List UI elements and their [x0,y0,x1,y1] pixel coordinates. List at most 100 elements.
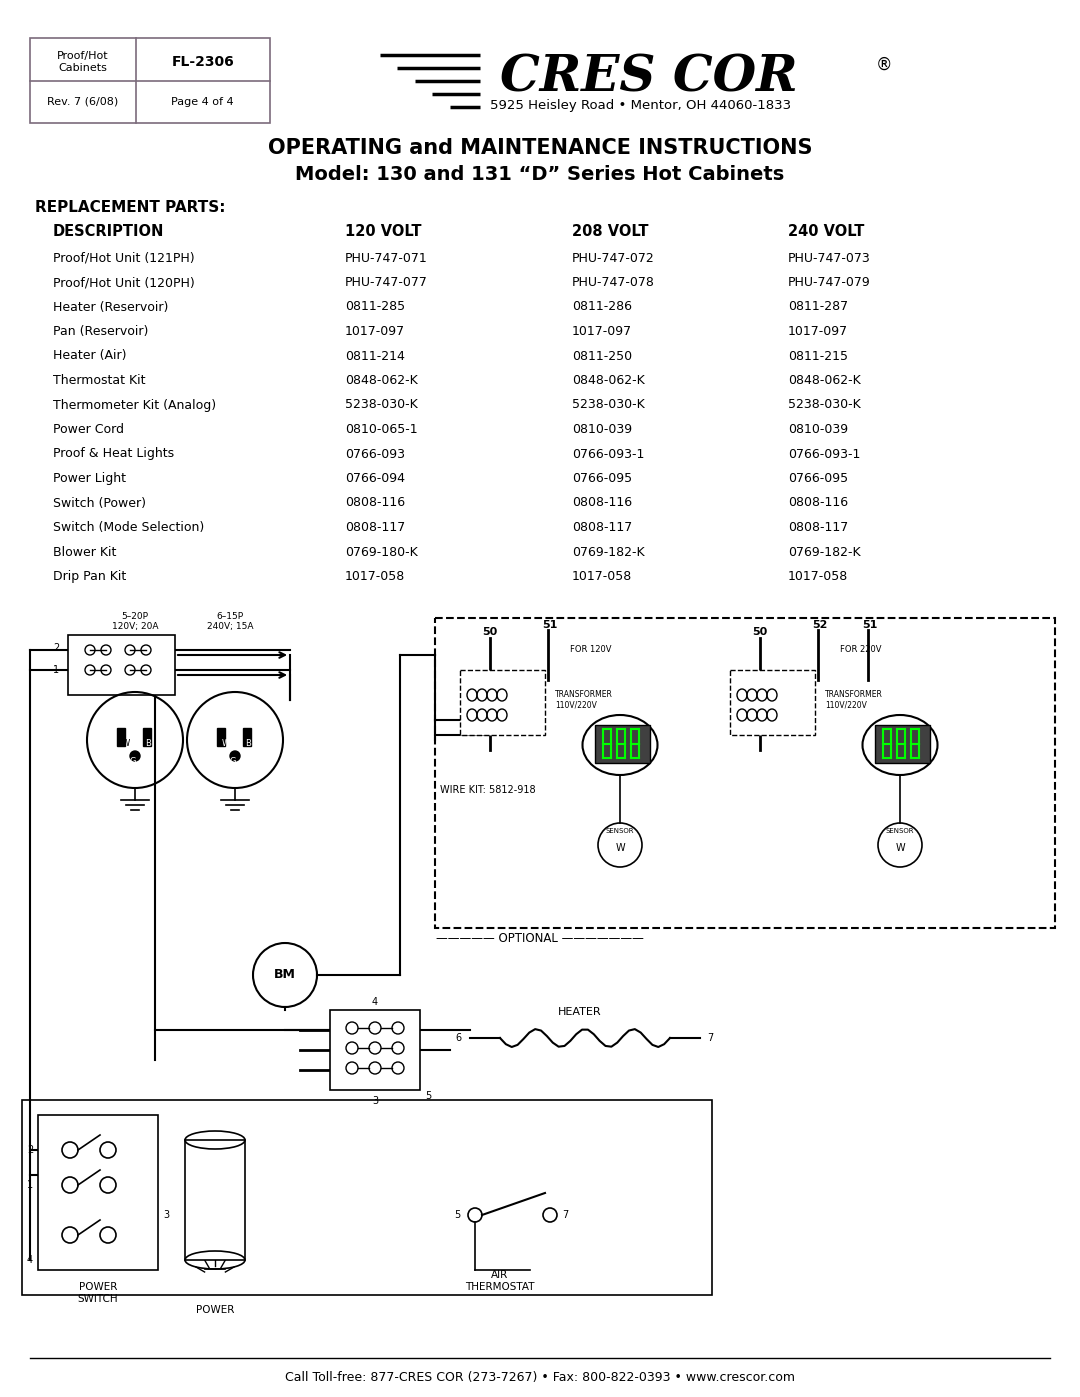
Bar [68,636,175,694]
Text: W: W [221,739,230,749]
Circle shape [141,645,151,655]
Text: G: G [230,757,237,767]
Text: BM: BM [274,968,296,982]
Text: 5–20P
120V; 20A: 5–20P 120V; 20A [111,612,159,631]
Text: 0766-093: 0766-093 [345,447,405,461]
Text: PHU-747-077: PHU-747-077 [345,277,428,289]
Text: 6–15P
240V; 15A: 6–15P 240V; 15A [206,612,253,631]
Circle shape [102,645,111,655]
Text: 0766-093-1: 0766-093-1 [572,447,645,461]
Bar [730,671,815,735]
Text: 1017-058: 1017-058 [788,570,848,583]
Text: Proof/Hot
Cabinets: Proof/Hot Cabinets [57,50,109,73]
Text: 4: 4 [372,997,378,1007]
Bar [38,1115,158,1270]
Text: 50: 50 [483,627,498,637]
Text: POWER: POWER [195,1305,234,1315]
Text: 3: 3 [372,1097,378,1106]
Text: 2: 2 [27,1146,33,1155]
Text: WIRE KIT: 5812-918: WIRE KIT: 5812-918 [440,785,536,795]
Text: 2: 2 [53,643,59,652]
Text: 0848-062-K: 0848-062-K [788,374,861,387]
Text: 0811-286: 0811-286 [572,300,632,313]
Text: 0769-180-K: 0769-180-K [345,545,418,559]
Text: Pan (Reservoir): Pan (Reservoir) [53,326,148,338]
Text: W: W [122,739,130,749]
Text: 0769-182-K: 0769-182-K [788,545,861,559]
Text: 0811-287: 0811-287 [788,300,848,313]
Bar [330,1010,420,1090]
Text: OPERATING and MAINTENANCE INSTRUCTIONS: OPERATING and MAINTENANCE INSTRUCTIONS [268,138,812,158]
Text: PHU-747-071: PHU-747-071 [345,251,428,264]
Text: 0766-095: 0766-095 [572,472,632,485]
Text: 7: 7 [562,1210,568,1220]
Bar [117,728,125,746]
Text: 1: 1 [27,1180,33,1190]
Text: Proof/Hot Unit (120PH): Proof/Hot Unit (120PH) [53,277,194,289]
Text: 5: 5 [424,1091,431,1101]
Text: 3: 3 [163,1210,170,1220]
Text: 0811-285: 0811-285 [345,300,405,313]
Text: 0808-116: 0808-116 [345,496,405,510]
Text: 5238-030-K: 5238-030-K [572,398,645,412]
Text: Model: 130 and 131 “D” Series Hot Cabinets: Model: 130 and 131 “D” Series Hot Cabine… [295,165,785,184]
Text: Proof/Hot Unit (121PH): Proof/Hot Unit (121PH) [53,251,194,264]
Text: 0769-182-K: 0769-182-K [572,545,645,559]
Text: PHU-747-079: PHU-747-079 [788,277,870,289]
Text: 1017-097: 1017-097 [572,326,632,338]
Text: DESCRIPTION: DESCRIPTION [53,225,164,239]
Text: HEATER: HEATER [558,1007,602,1017]
Text: FOR 120V: FOR 120V [570,645,611,655]
Circle shape [125,665,135,675]
Text: 0766-095: 0766-095 [788,472,848,485]
Text: FOR 220V: FOR 220V [840,645,881,655]
Text: Heater (Reservoir): Heater (Reservoir) [53,300,168,313]
Text: ®: ® [876,56,892,74]
Text: Page 4 of 4: Page 4 of 4 [172,96,234,106]
Text: 50: 50 [753,627,768,637]
Text: PHU-747-078: PHU-747-078 [572,277,654,289]
Text: Blower Kit: Blower Kit [53,545,117,559]
Text: 0848-062-K: 0848-062-K [345,374,418,387]
Text: Switch (Power): Switch (Power) [53,496,146,510]
Circle shape [102,665,111,675]
Text: 5238-030-K: 5238-030-K [788,398,861,412]
Text: 7: 7 [707,1032,713,1044]
Text: 0811-215: 0811-215 [788,349,848,362]
Text: B: B [245,739,251,749]
Text: 51: 51 [862,620,878,630]
Text: 0808-117: 0808-117 [572,521,632,534]
Text: 0810-065-1: 0810-065-1 [345,423,418,436]
Text: Heater (Air): Heater (Air) [53,349,126,362]
Text: W: W [895,842,905,854]
Text: Switch (Mode Selection): Switch (Mode Selection) [53,521,204,534]
Bar [460,671,545,735]
Circle shape [141,665,151,675]
Text: 0808-116: 0808-116 [788,496,848,510]
Bar [185,1140,245,1260]
Bar [595,725,650,763]
Text: 0808-116: 0808-116 [572,496,632,510]
Text: 0848-062-K: 0848-062-K [572,374,645,387]
Circle shape [230,752,240,761]
Text: PHU-747-072: PHU-747-072 [572,251,654,264]
Bar [30,38,270,123]
Text: SENSOR: SENSOR [606,828,634,834]
Text: 1017-058: 1017-058 [572,570,632,583]
Bar [217,728,225,746]
Bar [435,617,1055,928]
Text: 0810-039: 0810-039 [788,423,848,436]
Text: Thermostat Kit: Thermostat Kit [53,374,146,387]
Bar [22,1099,712,1295]
Text: 120 VOLT: 120 VOLT [345,225,421,239]
Text: 1017-097: 1017-097 [788,326,848,338]
Text: 0766-093-1: 0766-093-1 [788,447,861,461]
Text: AIR
THERMOSTAT: AIR THERMOSTAT [465,1270,535,1292]
Text: ————— OPTIONAL ———————: ————— OPTIONAL ——————— [436,932,644,944]
Text: TRANSFORMER
110V/220V: TRANSFORMER 110V/220V [825,690,882,710]
Text: 4: 4 [27,1255,33,1266]
Text: Call Toll-free: 877-CRES COR (273-7267) • Fax: 800-822-0393 • www.crescor.com: Call Toll-free: 877-CRES COR (273-7267) … [285,1372,795,1384]
Text: B: B [145,739,151,749]
Bar [243,728,251,746]
Text: Proof & Heat Lights: Proof & Heat Lights [53,447,174,461]
